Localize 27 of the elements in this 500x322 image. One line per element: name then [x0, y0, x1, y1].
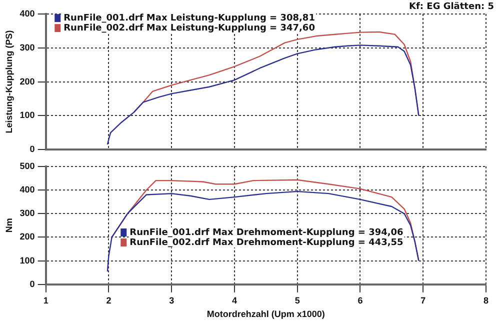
y-tick-label: 200: [20, 232, 35, 242]
x-tick-label: 2: [106, 295, 112, 306]
x-tick-label: 1: [43, 295, 48, 306]
y-tick-label: 0: [30, 144, 35, 154]
x-tick-label: 3: [169, 295, 174, 306]
legend-label: RunFile_001.drf Max Drehmoment-Kupplung = 394,06: [130, 228, 404, 238]
x-tick-label: 4: [232, 295, 237, 306]
y-axis-title: Nm: [4, 218, 14, 233]
y-tick-label: 0: [30, 278, 35, 289]
x-tick-label: 5: [294, 295, 300, 306]
y-tick-label: 200: [20, 76, 35, 86]
y-tick-label: 400: [20, 184, 35, 194]
y-tick-label: 300: [20, 208, 35, 218]
x-tick-label: 6: [358, 295, 363, 306]
x-tick-label: 8: [483, 295, 489, 306]
y-axis-title: Leistung-Kupplung (PS): [4, 30, 14, 134]
y-tick-label: 400: [20, 8, 35, 18]
y-tick-label: 500: [20, 160, 35, 171]
y-tick-label: 300: [20, 42, 35, 52]
legend-label: RunFile_002.drf Max Leistung-Kupplung = 347,60: [64, 23, 315, 34]
y-tick-label: 100: [20, 255, 35, 266]
legend-label: RunFile_001.drf Max Leistung-Kupplung = 308,81: [64, 13, 315, 24]
y-tick-label: 100: [20, 110, 35, 120]
x-axis-title: Motordrehzahl (Upm x1000): [206, 309, 325, 320]
legend-label: RunFile_002.drf Max Drehmoment-Kupplung = 443,55: [130, 238, 404, 248]
x-tick-label: 7: [420, 295, 426, 306]
text: Kf: EG Glätten: 5: [409, 2, 494, 12]
